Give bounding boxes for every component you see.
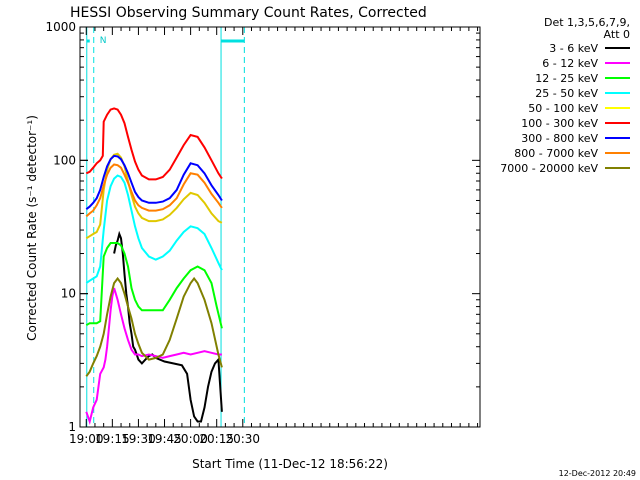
axes-frame [79,26,481,428]
night-flag-label: N [100,36,107,46]
series-line-5 [85,107,223,181]
legend-label-7: 800 - 7000 keV [514,147,598,160]
legend: Det 1,3,5,6,7,9,Att 0 3 - 6 keV 6 - 12 keV… [500,16,630,175]
legend-label-0: 3 - 6 keV [549,42,598,55]
x-tick-label-6: 20:30 [225,432,260,446]
y-tick-label-1: 10 [61,287,76,301]
y-axis-label: Corrected Count Rate (s⁻¹ detector⁻¹) [25,115,39,341]
series-lines [85,107,223,425]
legend-header-1: Att 0 [604,28,630,41]
x-tick-label-4: 20:00 [173,432,208,446]
legend-label-1: 6 - 12 keV [542,57,598,70]
x-tick-label-2: 19:30 [121,432,156,446]
plot-area: N [86,27,245,427]
series-line-4 [85,152,223,240]
x-axis-label: Start Time (11-Dec-12 18:56:22) [192,457,388,471]
legend-header-0: Det 1,3,5,6,7,9, [544,16,630,29]
x-tick-label-0: 19:00 [69,432,104,446]
y-tick-label-3: 1000 [45,20,76,34]
legend-label-3: 25 - 50 keV [535,87,598,100]
legend-label-2: 12 - 25 keV [535,72,598,85]
x-tick-label-3: 19:45 [147,432,182,446]
series-line-8 [85,276,223,377]
x-tick-label-5: 20:15 [199,432,234,446]
chart-title: HESSI Observing Summary Count Rates, Cor… [70,5,427,21]
series-line-1 [85,287,222,425]
series-line-0 [113,230,223,423]
y-tick-label-0: 1 [68,420,76,434]
series-line-7 [85,163,223,218]
legend-label-8: 7000 - 20000 keV [500,162,598,175]
x-tick-label-1: 19:15 [95,432,130,446]
footer-date: 12-Dec-2012 20:49 [559,469,636,478]
y-tick-label-2: 100 [53,153,76,167]
series-line-3 [85,174,223,284]
legend-label-4: 50 - 100 keV [528,102,598,115]
series-line-6 [85,154,223,210]
series-line-2 [85,242,223,329]
legend-label-5: 100 - 300 keV [521,117,598,130]
legend-label-6: 300 - 800 keV [521,132,598,145]
axes: 1 10 100 1000 19:0019:1519:3019:4520:0020:15… [45,20,481,446]
